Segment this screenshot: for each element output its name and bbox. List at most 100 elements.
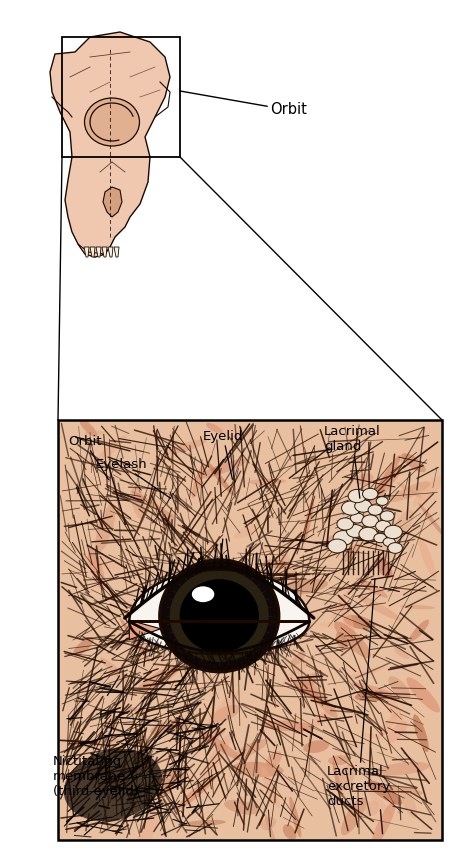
Ellipse shape xyxy=(384,526,402,538)
Polygon shape xyxy=(50,32,170,257)
Ellipse shape xyxy=(406,677,440,712)
Ellipse shape xyxy=(265,814,278,852)
Ellipse shape xyxy=(395,509,414,535)
Ellipse shape xyxy=(355,691,392,701)
Polygon shape xyxy=(90,247,95,257)
Ellipse shape xyxy=(382,688,407,735)
Ellipse shape xyxy=(192,586,214,602)
Ellipse shape xyxy=(358,596,401,621)
Polygon shape xyxy=(114,247,119,257)
Ellipse shape xyxy=(206,461,234,497)
Ellipse shape xyxy=(348,489,366,503)
Ellipse shape xyxy=(261,817,276,831)
Ellipse shape xyxy=(283,824,297,840)
Polygon shape xyxy=(78,244,105,257)
Ellipse shape xyxy=(234,524,261,538)
Ellipse shape xyxy=(367,780,402,805)
Ellipse shape xyxy=(277,579,328,595)
Ellipse shape xyxy=(289,797,302,838)
Ellipse shape xyxy=(387,721,408,743)
Bar xyxy=(62,37,180,157)
Ellipse shape xyxy=(363,488,378,499)
Ellipse shape xyxy=(282,655,315,686)
Ellipse shape xyxy=(131,486,145,519)
Ellipse shape xyxy=(199,728,225,744)
Ellipse shape xyxy=(85,98,140,146)
Ellipse shape xyxy=(233,740,268,759)
Ellipse shape xyxy=(341,797,366,835)
Text: Lacrimal
gland: Lacrimal gland xyxy=(324,425,381,498)
Polygon shape xyxy=(103,187,122,217)
Ellipse shape xyxy=(130,491,174,517)
Ellipse shape xyxy=(378,711,398,739)
Ellipse shape xyxy=(70,738,120,747)
Bar xyxy=(58,420,442,840)
Ellipse shape xyxy=(337,518,353,530)
Text: Nictitating
membrane
(third eyelid): Nictitating membrane (third eyelid) xyxy=(53,728,139,798)
Ellipse shape xyxy=(120,705,148,713)
Ellipse shape xyxy=(302,672,319,688)
Ellipse shape xyxy=(351,513,364,523)
Ellipse shape xyxy=(328,539,346,553)
Ellipse shape xyxy=(157,778,174,796)
Ellipse shape xyxy=(389,786,423,795)
Ellipse shape xyxy=(344,544,360,562)
Ellipse shape xyxy=(192,464,205,498)
Ellipse shape xyxy=(410,619,429,642)
Ellipse shape xyxy=(360,734,377,739)
Ellipse shape xyxy=(394,647,410,659)
Ellipse shape xyxy=(365,801,379,815)
Ellipse shape xyxy=(264,560,290,568)
Ellipse shape xyxy=(366,465,402,506)
Ellipse shape xyxy=(170,570,269,662)
Ellipse shape xyxy=(368,504,382,515)
Ellipse shape xyxy=(248,479,286,485)
Ellipse shape xyxy=(301,676,338,718)
Ellipse shape xyxy=(177,775,216,809)
Text: Eyelid: Eyelid xyxy=(203,430,243,480)
Ellipse shape xyxy=(355,500,372,512)
Ellipse shape xyxy=(333,761,342,797)
Ellipse shape xyxy=(342,501,361,515)
Ellipse shape xyxy=(224,800,259,815)
Ellipse shape xyxy=(232,762,284,777)
Ellipse shape xyxy=(344,615,375,630)
Ellipse shape xyxy=(413,715,429,752)
Ellipse shape xyxy=(376,497,388,505)
Ellipse shape xyxy=(343,666,386,680)
Ellipse shape xyxy=(88,548,105,590)
Ellipse shape xyxy=(73,637,94,656)
Ellipse shape xyxy=(80,556,130,569)
Ellipse shape xyxy=(277,546,300,586)
Ellipse shape xyxy=(374,533,387,543)
Ellipse shape xyxy=(64,771,112,780)
Text: Orbit: Orbit xyxy=(180,91,307,118)
Ellipse shape xyxy=(93,435,127,466)
Ellipse shape xyxy=(184,820,226,826)
Ellipse shape xyxy=(200,731,241,760)
Ellipse shape xyxy=(168,440,207,454)
Text: Orbit: Orbit xyxy=(68,435,108,480)
Ellipse shape xyxy=(95,504,115,553)
Ellipse shape xyxy=(161,561,278,671)
Ellipse shape xyxy=(264,721,314,731)
Ellipse shape xyxy=(388,543,402,553)
Ellipse shape xyxy=(363,784,393,818)
Ellipse shape xyxy=(380,511,394,521)
Ellipse shape xyxy=(396,482,422,498)
Ellipse shape xyxy=(150,718,191,735)
Ellipse shape xyxy=(206,423,223,434)
Polygon shape xyxy=(108,247,113,257)
Ellipse shape xyxy=(334,621,371,659)
Ellipse shape xyxy=(303,740,329,753)
Text: Lacrimal
excretory
ducts: Lacrimal excretory ducts xyxy=(327,579,390,808)
Polygon shape xyxy=(84,247,89,257)
Ellipse shape xyxy=(341,519,362,546)
Ellipse shape xyxy=(261,765,280,809)
Text: Eyelash: Eyelash xyxy=(96,458,171,498)
Ellipse shape xyxy=(202,734,231,780)
Ellipse shape xyxy=(318,622,370,629)
Ellipse shape xyxy=(383,525,406,532)
Ellipse shape xyxy=(346,525,364,538)
Ellipse shape xyxy=(400,605,435,609)
